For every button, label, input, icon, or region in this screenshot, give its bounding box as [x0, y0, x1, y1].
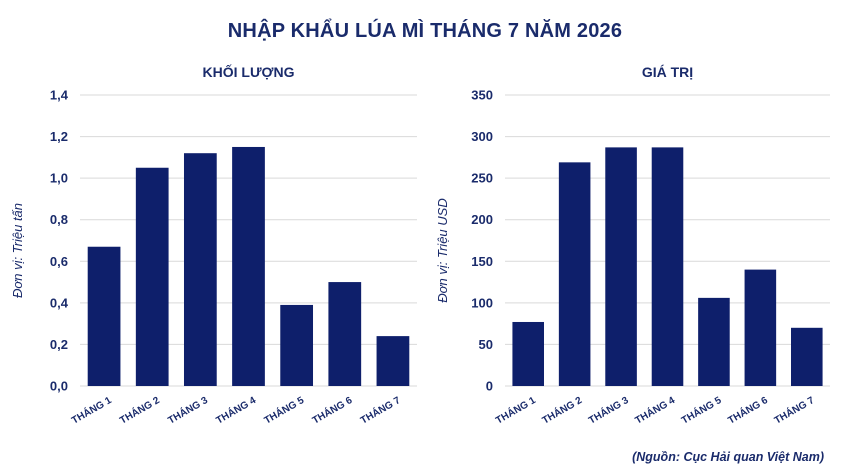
volume-y-tick-label: 0,8	[50, 212, 68, 227]
value-x-tick-label: THÁNG 3	[586, 393, 631, 426]
volume-chart-title: KHỐI LƯỢNG	[203, 63, 295, 80]
volume-y-tick-label: 1,2	[50, 129, 68, 144]
value-y-tick-label: 250	[471, 171, 493, 186]
value-y-tick-label: 200	[471, 212, 493, 227]
value-x-tick-label: THÁNG 7	[772, 393, 817, 426]
value-bar	[744, 269, 777, 386]
value-bar	[512, 321, 544, 386]
value-x-tick-label: THÁNG 4	[632, 393, 677, 426]
value-y-tick-label: 350	[471, 88, 493, 103]
volume-bar	[328, 282, 362, 386]
value-bar	[791, 327, 823, 386]
volume-y-tick-label: 1,4	[50, 88, 69, 103]
value-bar	[558, 162, 591, 386]
volume-bar	[232, 146, 265, 386]
value-x-tick-label: THÁNG 1	[493, 393, 538, 426]
volume-y-tick-label: 0,4	[50, 295, 69, 310]
value-chart: GIÁ TRỊ 0 50 100 150 200 250 300 350 Đơn vị: Triệ…	[435, 64, 830, 427]
value-y-tick-label: 100	[471, 295, 493, 310]
value-y-tick-label: 300	[471, 129, 493, 144]
value-bar	[698, 297, 730, 386]
volume-bar	[376, 336, 410, 386]
volume-bar	[183, 153, 217, 386]
volume-y-tick-label: 0,2	[50, 337, 68, 352]
value-y-tick-label: 0	[486, 379, 493, 394]
value-chart-title: GIÁ TRỊ	[642, 64, 693, 80]
value-x-tick-label: THÁNG 6	[725, 393, 770, 426]
volume-x-tick-label: THÁNG 6	[310, 393, 355, 426]
volume-chart: KHỐI LƯỢNG 0,0 0,2 0,4 0,6 0,8 1,0 1,2 1,4 Đơn vị…	[10, 63, 417, 427]
volume-bar	[87, 246, 121, 386]
value-bar	[605, 147, 637, 386]
value-y-tick-label: 150	[471, 254, 493, 269]
value-bar	[651, 147, 684, 386]
volume-y-tick-label: 1,0	[50, 171, 68, 186]
volume-x-tick-label: THÁNG 1	[69, 393, 114, 426]
value-y-axis-label: Đơn vị: Triệu USD	[435, 198, 450, 302]
value-x-tick-label: THÁNG 2	[540, 393, 585, 426]
volume-bar	[135, 167, 169, 386]
page-title: NHẬP KHẨU LÚA MÌ THÁNG 7 NĂM 2026	[227, 20, 623, 42]
value-x-tick-label: THÁNG 5	[679, 393, 724, 426]
volume-x-tick-label: THÁNG 4	[213, 393, 258, 426]
volume-x-tick-label: THÁNG 2	[117, 393, 162, 426]
volume-x-tick-label: THÁNG 7	[358, 393, 403, 426]
volume-y-tick-label: 0,6	[50, 254, 68, 269]
volume-x-tick-label: THÁNG 3	[165, 393, 210, 426]
volume-bar	[280, 304, 314, 386]
volume-y-axis-label: Đơn vị: Triệu tấn	[10, 203, 25, 298]
volume-x-tick-label: THÁNG 5	[262, 393, 307, 426]
source-note: (Nguồn: Cục Hải quan Việt Nam)	[632, 450, 824, 464]
volume-y-tick-label: 0,0	[50, 379, 68, 394]
value-y-tick-label: 50	[479, 337, 493, 352]
